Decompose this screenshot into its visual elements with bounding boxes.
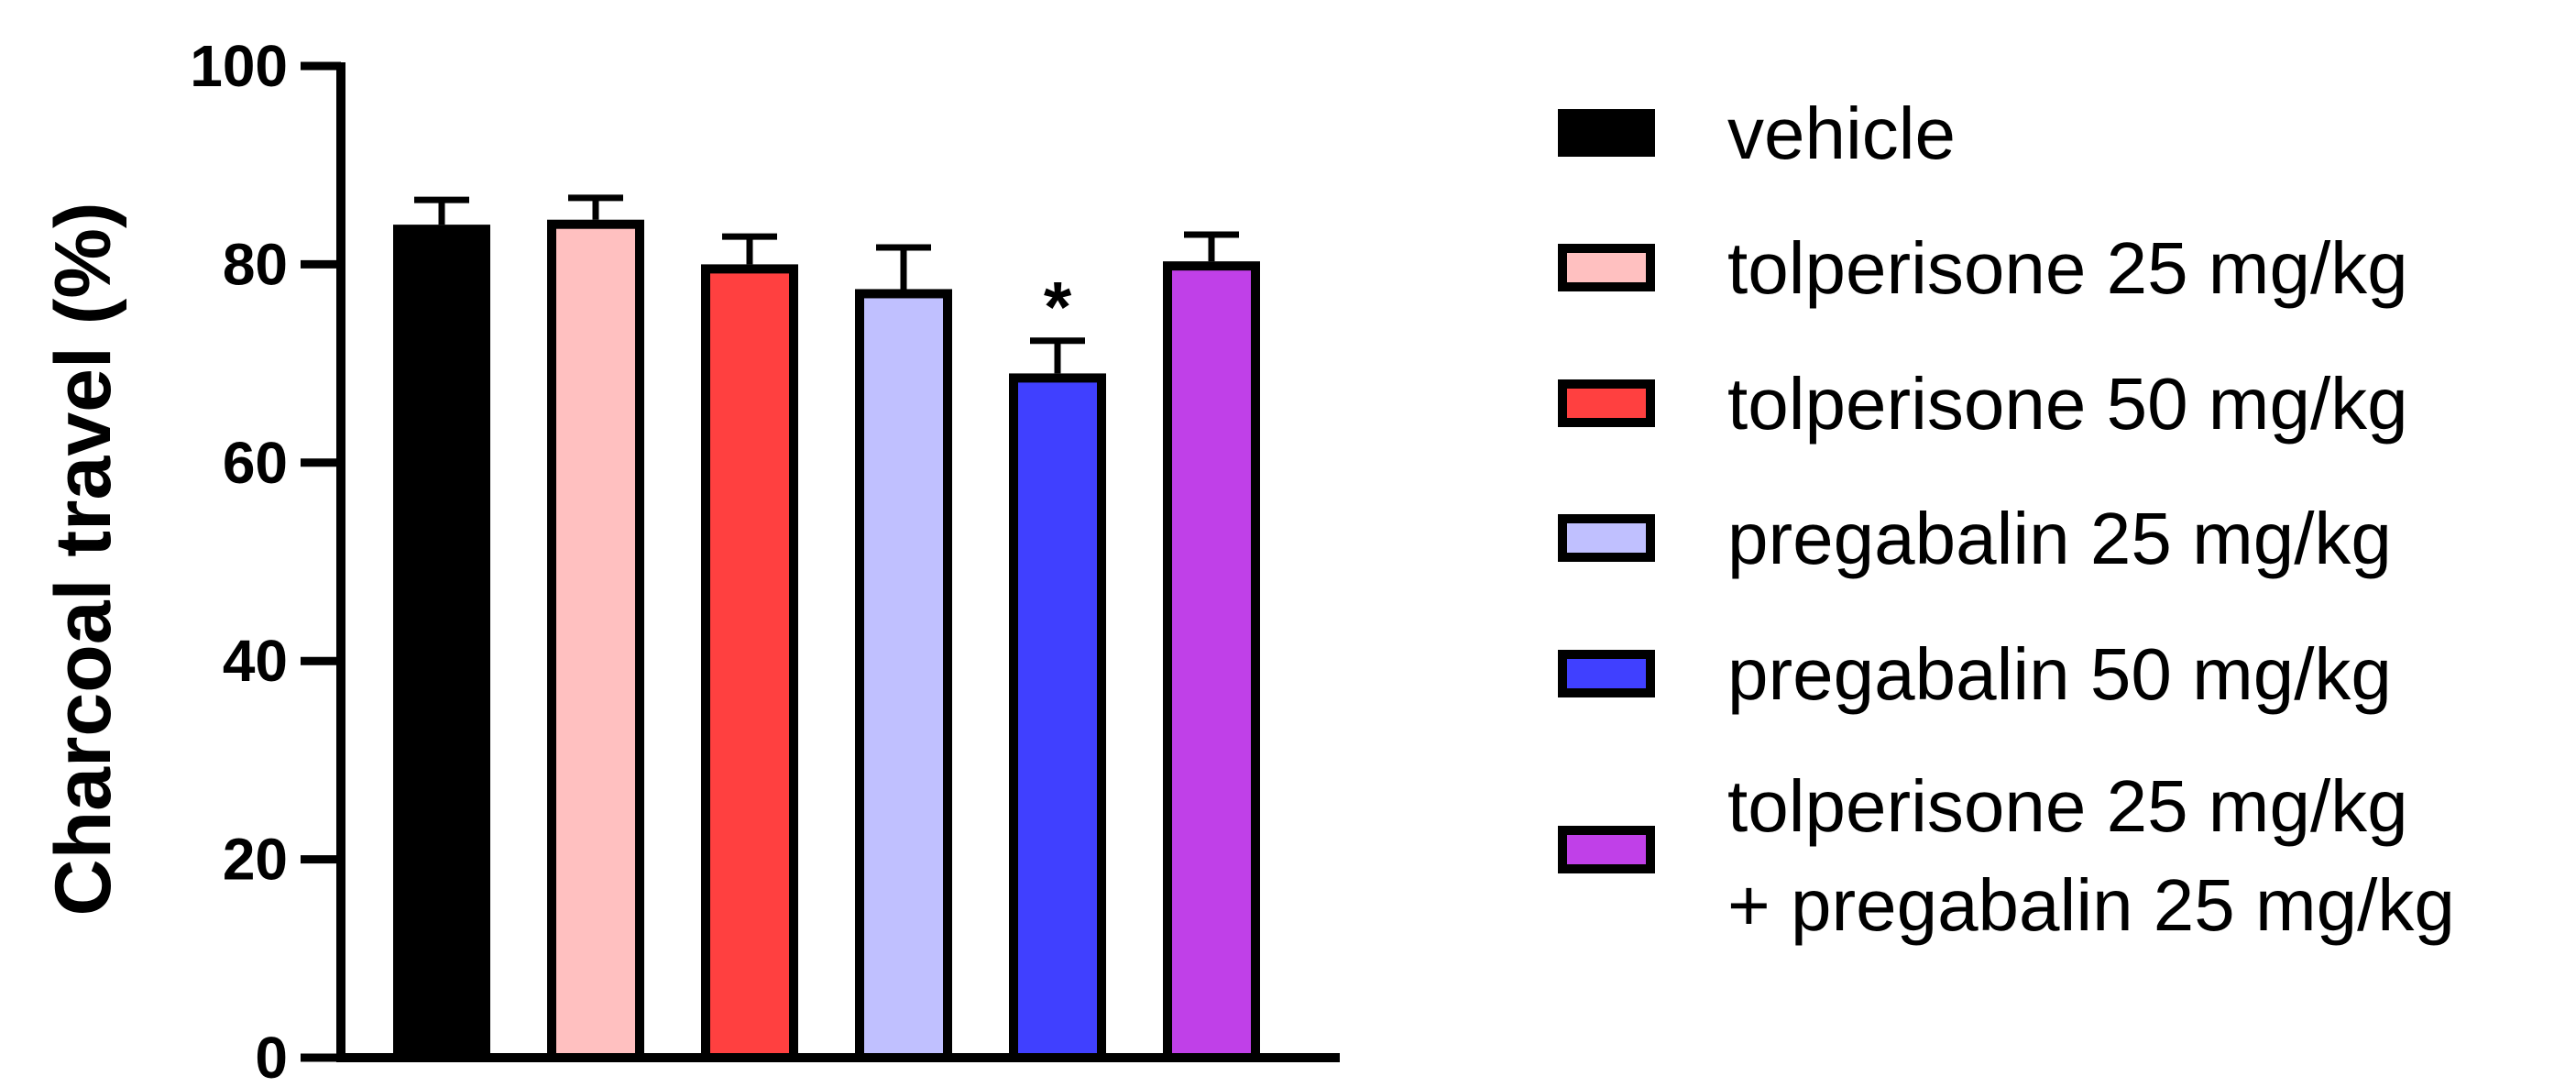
legend-swatch — [1558, 514, 1655, 562]
legend-label-line2: + pregabalin 25 mg/kg — [1727, 864, 2455, 946]
y-axis-title: Charcoal travel (%) — [39, 202, 127, 916]
legend-swatch — [1558, 109, 1655, 157]
legend-label: pregabalin 50 mg/kg — [1727, 633, 2392, 715]
legend-swatch — [1558, 244, 1655, 291]
y-tick-label: 20 — [223, 827, 288, 893]
bar — [393, 225, 490, 1062]
legend: vehicle tolperisone 25 mg/kg tolperisone 5… — [1558, 93, 2455, 946]
annotations: * — [1044, 267, 1072, 347]
bar — [701, 264, 798, 1062]
significance-marker: * — [1044, 267, 1072, 347]
bar — [855, 289, 952, 1062]
y-tick-label: 80 — [223, 231, 288, 297]
y-tick-label: 60 — [223, 430, 288, 496]
bars — [393, 219, 1260, 1063]
legend-label: vehicle — [1727, 93, 1956, 174]
y-tick-label: 40 — [223, 628, 288, 694]
y-axis: 0 20 40 60 80 100 — [190, 33, 345, 1087]
y-tick-label: 100 — [190, 33, 288, 99]
legend-swatch — [1558, 379, 1655, 427]
y-tick-label: 0 — [255, 1025, 288, 1087]
error-bars — [414, 194, 1239, 374]
legend-label: tolperisone 50 mg/kg — [1727, 363, 2408, 445]
bar — [1163, 261, 1260, 1062]
legend-label: tolperisone 25 mg/kg — [1727, 227, 2408, 309]
legend-swatch — [1558, 650, 1655, 697]
bar — [1009, 373, 1106, 1063]
bar — [547, 219, 644, 1062]
legend-swatch — [1558, 826, 1655, 873]
legend-label: tolperisone 25 mg/kg — [1727, 765, 2408, 847]
legend-label: pregabalin 25 mg/kg — [1727, 498, 2392, 579]
